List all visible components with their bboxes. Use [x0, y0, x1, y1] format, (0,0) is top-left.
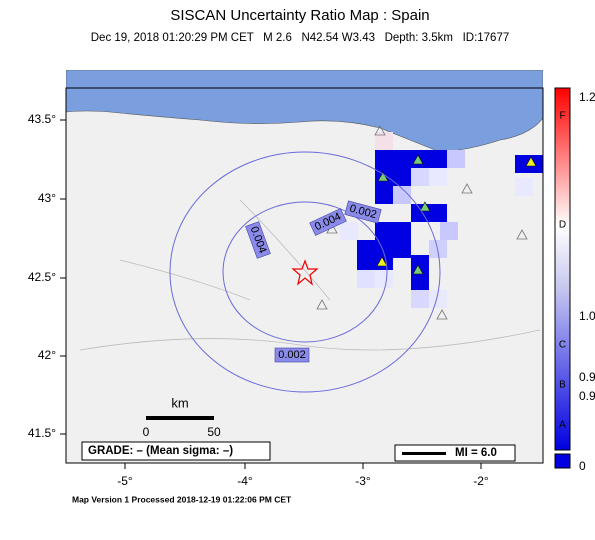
cell [411, 290, 429, 308]
contour-label: 0.002 [274, 347, 310, 363]
contour [222, 201, 388, 343]
rivers [79, 199, 541, 351]
cell [375, 186, 393, 204]
colorbar-labels: F D C B A 1.2 1.0 0.9 0.9 0 [559, 90, 595, 473]
ratio-label: 0.9 [579, 389, 595, 403]
sea [66, 70, 543, 153]
cell [357, 270, 375, 288]
lon-label: -5° [117, 474, 133, 488]
colorbar [554, 87, 571, 451]
cell [375, 270, 393, 288]
cell [357, 240, 375, 258]
cell [393, 240, 411, 258]
ratio-label: 0 [579, 459, 586, 473]
cell [357, 255, 375, 273]
scale-label: 0 [143, 425, 150, 439]
cell [447, 150, 465, 168]
cell [429, 204, 447, 222]
contour-label-box [245, 221, 271, 259]
colorbar-min [554, 453, 571, 469]
lat-label: 42° [38, 348, 56, 362]
lat-label: 43.5° [28, 112, 56, 126]
cell [411, 272, 429, 290]
station [436, 309, 448, 320]
mi: MI = 6.0 [455, 447, 497, 459]
cell [393, 186, 411, 204]
contour [169, 151, 441, 393]
grade: GRADE: – (Mean sigma: –) [88, 445, 233, 457]
scale-bar: km 0 50 [143, 395, 221, 439]
station [316, 299, 328, 310]
grade-label: F [559, 111, 565, 122]
mi-box [394, 444, 516, 462]
contour-label-box [274, 347, 310, 363]
cell [429, 168, 447, 186]
map-frame [65, 87, 544, 464]
station [376, 256, 388, 267]
cell [411, 168, 429, 186]
subtitle: Dec 19, 2018 01:20:29 PM CET M 2.6 N42.5… [91, 32, 510, 44]
title: SISCAN Uncertainty Ratio Map : Spain [170, 7, 429, 24]
cell [411, 255, 429, 273]
cell [515, 178, 533, 196]
station [374, 125, 386, 136]
cell [393, 150, 411, 168]
cell [375, 132, 393, 150]
cell [429, 150, 447, 168]
station [516, 229, 528, 240]
cell [340, 222, 358, 240]
epicenter [291, 259, 319, 286]
lon-label: -2° [473, 474, 489, 488]
grade-label: C [559, 340, 566, 351]
lat-label: 42.5° [28, 270, 56, 284]
lat-label: 41.5° [28, 426, 56, 440]
cell [393, 222, 411, 240]
footer: Map Version 1 Processed 2018-12-19 01:22… [72, 494, 292, 504]
cell [429, 290, 447, 308]
scale-line [146, 416, 214, 420]
station [412, 264, 424, 275]
cell [440, 222, 458, 240]
station [461, 183, 473, 194]
grade-label: B [559, 380, 566, 391]
mi-line [402, 452, 446, 455]
contour-label-text: 0.002 [278, 349, 306, 361]
contour-label-box [344, 200, 382, 224]
contour-label-box [309, 208, 347, 236]
cell [375, 150, 393, 168]
cell [375, 222, 393, 240]
scale-label: 50 [207, 425, 221, 439]
ratio-label: 0.9 [579, 370, 595, 384]
map-area [66, 70, 543, 463]
scale-unit: km [171, 395, 188, 410]
contour-label: 0.002 [344, 200, 382, 224]
station [419, 201, 431, 212]
lat-label: 43° [38, 191, 56, 205]
cell [375, 240, 393, 258]
grade-box [81, 441, 271, 461]
station [525, 156, 537, 167]
station [412, 154, 424, 165]
ratio-label: 1.0 [579, 309, 595, 323]
grade-label: D [559, 220, 566, 231]
ratio-label: 1.2 [579, 90, 595, 104]
cell [393, 168, 411, 186]
grade-label: A [559, 420, 566, 431]
station [377, 171, 389, 182]
grid-cells [316, 125, 543, 320]
lon-label: -3° [355, 474, 371, 488]
lon-label: -4° [237, 474, 253, 488]
